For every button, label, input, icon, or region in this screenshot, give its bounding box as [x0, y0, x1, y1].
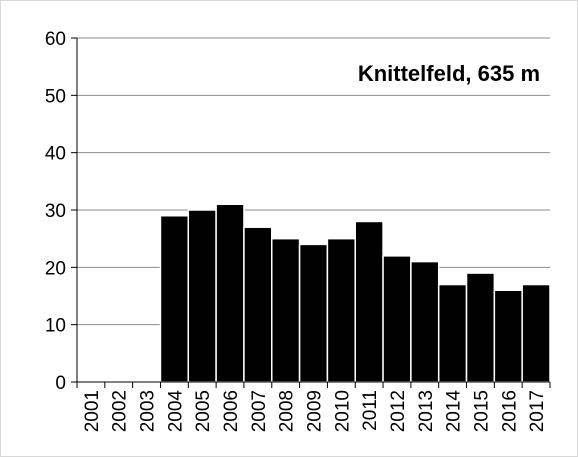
y-tick-label: 10: [45, 316, 66, 337]
bar-2016: [493, 289, 523, 383]
x-tick-label: 2015: [471, 390, 492, 432]
x-tick-label: 2004: [165, 390, 186, 433]
x-tick-label: 2011: [360, 390, 381, 431]
bar-2017: [521, 283, 551, 383]
x-tick-label: 2001: [82, 390, 103, 432]
x-tick-label: 2016: [499, 390, 520, 432]
bar-2011: [354, 220, 384, 383]
y-tick-label: 40: [45, 144, 66, 165]
y-tick-label: 30: [45, 201, 66, 222]
y-tick-labels: 0 10 20 30 40 50 60: [45, 29, 66, 394]
y-tick-label: 0: [55, 373, 66, 394]
bar-2010: [326, 237, 356, 383]
bar-2004: [159, 214, 190, 383]
bar-2009: [298, 243, 329, 383]
x-tick-label: 2003: [138, 390, 159, 432]
x-tick-labels: 2001 2002 2003 2004 2005 2006 2007 2008 2009 2010…: [82, 390, 548, 433]
x-tick-label: 2017: [527, 390, 548, 432]
x-tick-label: 2008: [277, 390, 298, 432]
bar-2007: [243, 226, 273, 383]
x-tick-label: 2010: [332, 390, 353, 432]
axes: [71, 37, 551, 388]
x-tick-label: 2005: [193, 390, 214, 432]
chart-title: Knittelfeld, 635 m: [358, 61, 540, 86]
y-tick-label: 20: [45, 258, 66, 279]
x-tick-label: 2012: [388, 390, 409, 432]
bar-2008: [271, 237, 301, 383]
bars: [159, 203, 551, 383]
x-tick-label: 2006: [221, 390, 242, 432]
x-tick-label: 2009: [305, 390, 326, 432]
bar-2005: [187, 209, 217, 383]
x-tick-label: 2007: [249, 390, 270, 432]
x-tick-label: 2014: [444, 390, 465, 433]
bar-2012: [382, 255, 412, 383]
bar-2006: [215, 203, 245, 383]
bar-2014: [437, 283, 468, 383]
x-tick-label: 2013: [416, 390, 437, 432]
bar-2015: [465, 272, 496, 383]
x-tick-label: 2002: [110, 390, 131, 432]
bar-2013: [410, 260, 440, 383]
y-tick-label: 50: [45, 86, 66, 107]
y-tick-label: 60: [45, 29, 66, 50]
